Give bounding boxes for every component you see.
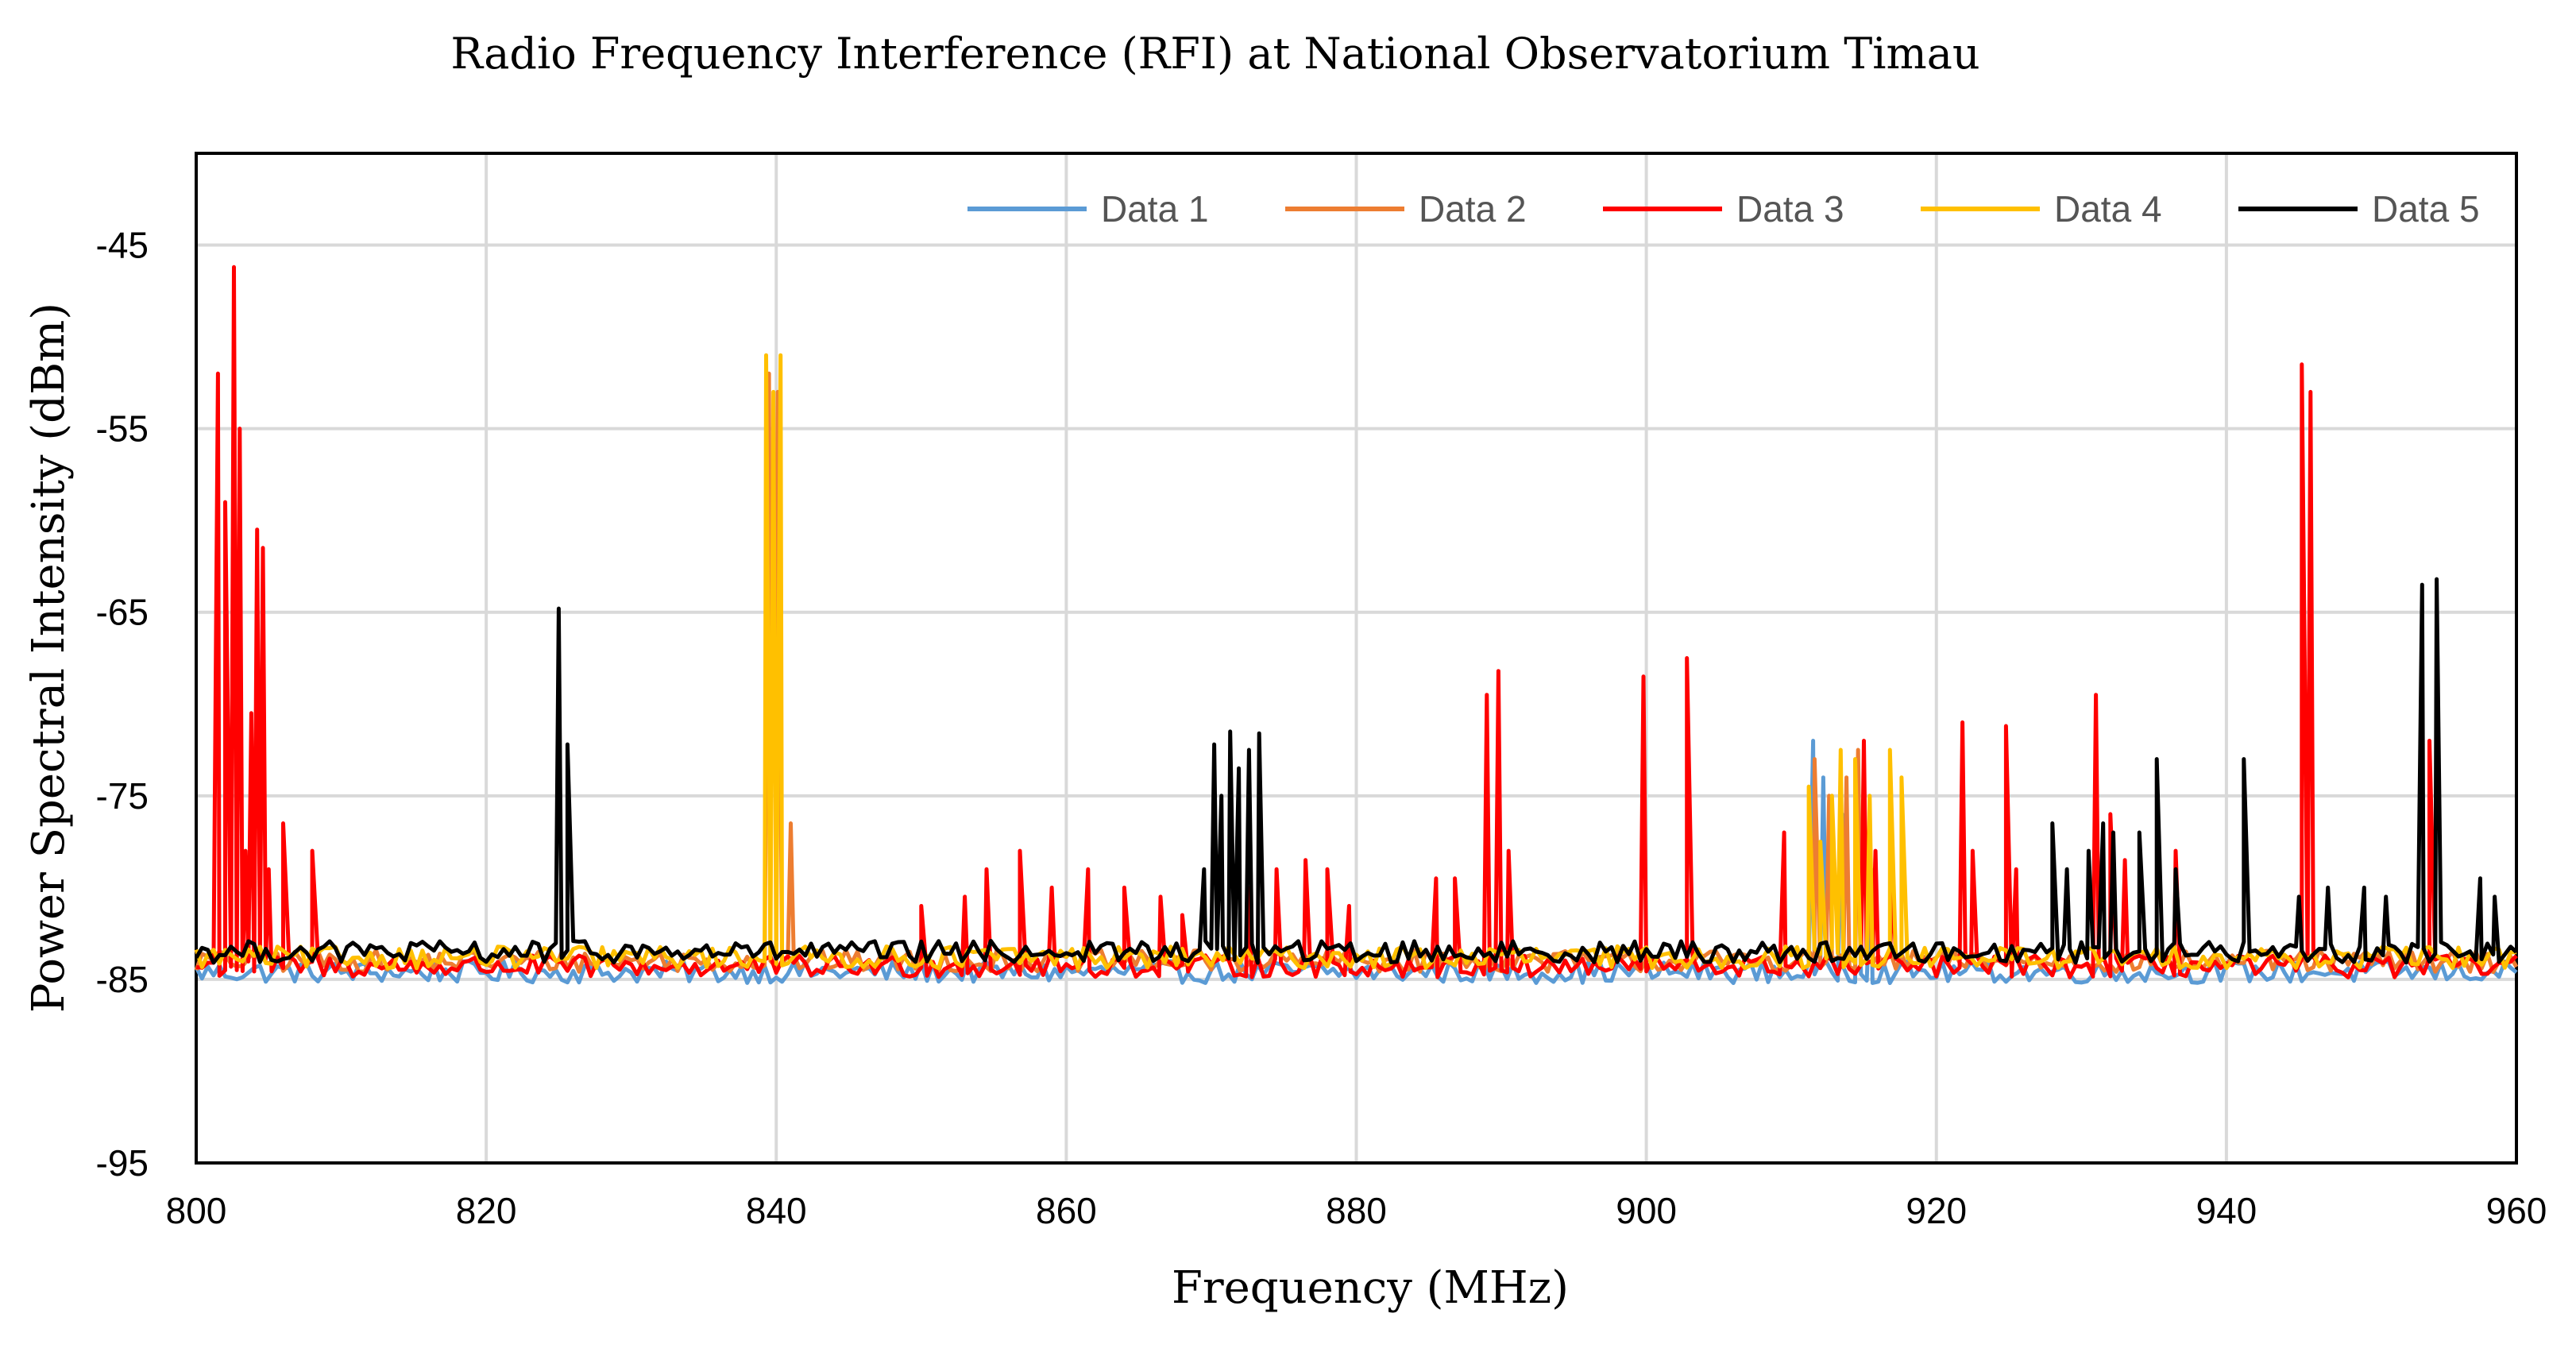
plot-frame [195,152,2518,1165]
y-axis-title: Power Spectral Intensity (dBm) [23,303,75,1013]
tick-labels: 800 820 840 860 880 900 920 940 960 -95 -85 -75 -65 -… [96,225,2547,1231]
x-tick-label: 820 [456,1190,517,1231]
x-tick-label: 880 [1326,1190,1387,1231]
x-tick-label: 940 [2196,1190,2257,1231]
legend-label: Data 4 [2054,188,2162,230]
y-tick-label: -65 [96,592,149,633]
series-layer [194,265,2519,985]
y-tick-label: -75 [96,775,149,817]
x-axis-title: Frequency (MHz) [1172,1262,1569,1314]
x-tick-label: 860 [1036,1190,1097,1231]
legend-label: Data 1 [1101,188,1209,230]
x-tick-label: 960 [2486,1190,2547,1231]
legend-label: Data 3 [1736,188,1844,230]
x-tick-label: 840 [746,1190,807,1231]
legend-label: Data 2 [1419,188,1527,230]
series-line-5 [194,577,2518,965]
chart-title: Radio Frequency Interference (RFI) at Na… [450,29,1979,79]
y-tick-label: -95 [96,1142,149,1184]
grid-layer [196,153,2516,1163]
legend: Data 1 Data 2 Data 3 Data 4 Data 5 [967,188,2480,230]
x-tick-label: 920 [1906,1190,1967,1231]
legend-label: Data 5 [2372,188,2480,230]
y-tick-label: -85 [96,959,149,1000]
y-tick-label: -45 [96,225,149,266]
x-tick-label: 800 [166,1190,227,1231]
x-tick-label: 900 [1616,1190,1677,1231]
y-tick-label: -55 [96,408,149,450]
